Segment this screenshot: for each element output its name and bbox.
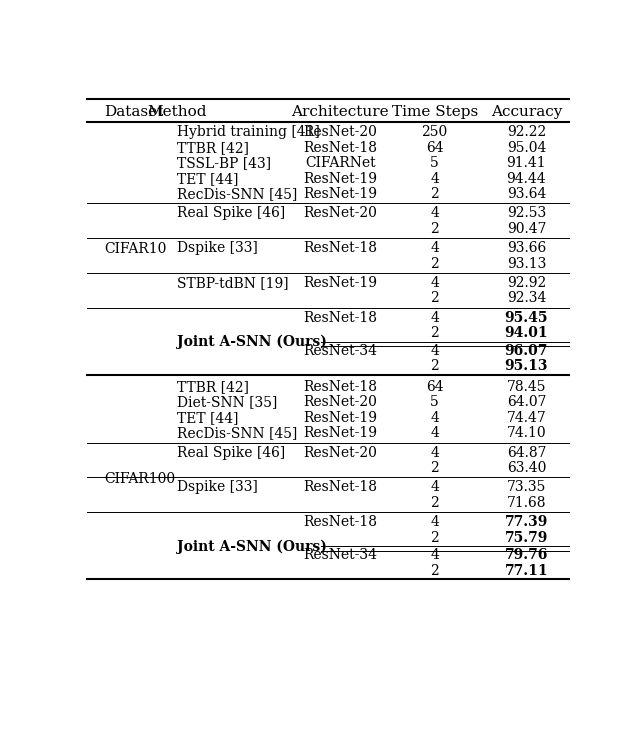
Text: 4: 4 — [430, 241, 439, 255]
Text: 2: 2 — [430, 257, 439, 270]
Text: Joint A-SNN (Ours): Joint A-SNN (Ours) — [177, 335, 326, 349]
Text: 2: 2 — [430, 531, 439, 545]
Text: CIFAR10: CIFAR10 — [104, 242, 166, 257]
Text: ResNet-18: ResNet-18 — [303, 241, 378, 255]
Text: 2: 2 — [430, 326, 439, 340]
Text: 93.13: 93.13 — [507, 257, 546, 270]
Text: 4: 4 — [430, 426, 439, 440]
Text: Joint A-SNN (Ours): Joint A-SNN (Ours) — [177, 539, 326, 553]
Text: 90.47: 90.47 — [507, 222, 546, 236]
Text: 77.11: 77.11 — [504, 564, 548, 578]
Text: ResNet-20: ResNet-20 — [303, 396, 378, 410]
Text: 5: 5 — [430, 396, 439, 410]
Text: ResNet-18: ResNet-18 — [303, 480, 378, 494]
Text: 4: 4 — [430, 411, 439, 425]
Text: RecDis-SNN [45]: RecDis-SNN [45] — [177, 187, 297, 201]
Text: 91.41: 91.41 — [507, 156, 546, 171]
Text: 2: 2 — [430, 359, 439, 373]
Text: CIFAR100: CIFAR100 — [104, 472, 175, 486]
Text: 4: 4 — [430, 276, 439, 290]
Text: TTBR [42]: TTBR [42] — [177, 141, 249, 155]
Text: 95.04: 95.04 — [507, 141, 546, 155]
Text: 64: 64 — [426, 380, 444, 394]
Text: 4: 4 — [430, 206, 439, 220]
Text: 75.79: 75.79 — [505, 531, 548, 545]
Text: RecDis-SNN [45]: RecDis-SNN [45] — [177, 426, 297, 440]
Text: 93.66: 93.66 — [507, 241, 546, 255]
Text: Dataset: Dataset — [104, 105, 163, 119]
Text: 2: 2 — [430, 564, 439, 578]
Text: 74.10: 74.10 — [507, 426, 546, 440]
Text: 2: 2 — [430, 222, 439, 236]
Text: Real Spike [46]: Real Spike [46] — [177, 445, 285, 460]
Text: 4: 4 — [430, 515, 439, 529]
Text: ResNet-20: ResNet-20 — [303, 125, 378, 139]
Text: ResNet-20: ResNet-20 — [303, 445, 378, 460]
Text: 2: 2 — [430, 292, 439, 305]
Text: 4: 4 — [430, 480, 439, 494]
Text: 4: 4 — [430, 445, 439, 460]
Text: ResNet-19: ResNet-19 — [303, 426, 378, 440]
Text: 92.34: 92.34 — [507, 292, 546, 305]
Text: 64: 64 — [426, 141, 444, 155]
Text: 71.68: 71.68 — [507, 496, 546, 510]
Text: TET [44]: TET [44] — [177, 411, 238, 425]
Text: 64.07: 64.07 — [507, 396, 546, 410]
Text: TSSL-BP [43]: TSSL-BP [43] — [177, 156, 271, 171]
Text: 64.87: 64.87 — [507, 445, 546, 460]
Text: ResNet-18: ResNet-18 — [303, 311, 378, 324]
Text: TET [44]: TET [44] — [177, 171, 238, 186]
Text: Time Steps: Time Steps — [392, 105, 478, 119]
Text: ResNet-18: ResNet-18 — [303, 141, 378, 155]
Text: 2: 2 — [430, 496, 439, 510]
Text: 92.53: 92.53 — [507, 206, 546, 220]
Text: 94.44: 94.44 — [507, 171, 546, 186]
Text: 2: 2 — [430, 461, 439, 475]
Text: Hybrid training [41]: Hybrid training [41] — [177, 125, 319, 139]
Text: 4: 4 — [430, 311, 439, 324]
Text: Dspike [33]: Dspike [33] — [177, 241, 257, 255]
Text: ResNet-19: ResNet-19 — [303, 171, 378, 186]
Text: 92.22: 92.22 — [507, 125, 546, 139]
Text: STBP-tdBN [19]: STBP-tdBN [19] — [177, 276, 289, 290]
Text: ResNet-20: ResNet-20 — [303, 206, 378, 220]
Text: 4: 4 — [430, 344, 439, 358]
Text: 77.39: 77.39 — [505, 515, 548, 529]
Text: 4: 4 — [430, 171, 439, 186]
Text: 94.01: 94.01 — [504, 326, 548, 340]
Text: 63.40: 63.40 — [507, 461, 546, 475]
Text: Diet-SNN [35]: Diet-SNN [35] — [177, 396, 277, 410]
Text: ResNet-19: ResNet-19 — [303, 276, 378, 290]
Text: ResNet-18: ResNet-18 — [303, 515, 378, 529]
Text: ResNet-19: ResNet-19 — [303, 187, 378, 201]
Text: ResNet-19: ResNet-19 — [303, 411, 378, 425]
Text: Accuracy: Accuracy — [491, 105, 562, 119]
Text: 4: 4 — [430, 548, 439, 562]
Text: ResNet-34: ResNet-34 — [303, 344, 378, 358]
Text: ResNet-18: ResNet-18 — [303, 380, 378, 394]
Text: Real Spike [46]: Real Spike [46] — [177, 206, 285, 220]
Text: 95.13: 95.13 — [505, 359, 548, 373]
Text: 2: 2 — [430, 187, 439, 201]
Text: Dspike [33]: Dspike [33] — [177, 480, 257, 494]
Text: 250: 250 — [422, 125, 448, 139]
Text: 74.47: 74.47 — [506, 411, 547, 425]
Text: TTBR [42]: TTBR [42] — [177, 380, 249, 394]
Text: ResNet-34: ResNet-34 — [303, 548, 378, 562]
Text: 73.35: 73.35 — [507, 480, 546, 494]
Text: 5: 5 — [430, 156, 439, 171]
Text: 78.45: 78.45 — [507, 380, 546, 394]
Text: 92.92: 92.92 — [507, 276, 546, 290]
Text: Architecture: Architecture — [292, 105, 389, 119]
Text: 96.07: 96.07 — [505, 344, 548, 358]
Text: 93.64: 93.64 — [507, 187, 546, 201]
Text: Method: Method — [147, 105, 207, 119]
Text: 95.45: 95.45 — [505, 311, 548, 324]
Text: CIFARNet: CIFARNet — [305, 156, 376, 171]
Text: 79.76: 79.76 — [505, 548, 548, 562]
